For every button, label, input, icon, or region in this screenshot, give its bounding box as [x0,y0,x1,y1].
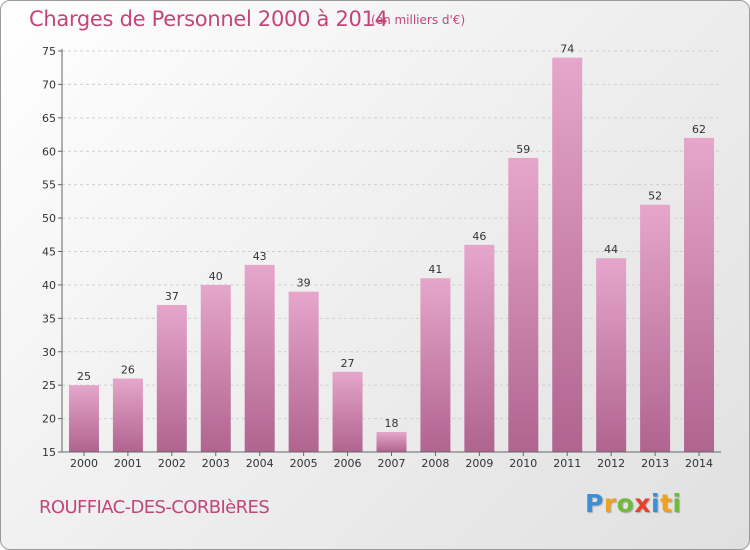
bar [596,258,627,452]
x-tick-label: 2013 [641,457,669,470]
bar [640,204,671,452]
bar-value-label: 59 [516,143,530,156]
bar [684,137,715,452]
bar-value-label: 62 [692,123,706,136]
bar [508,157,539,452]
bar-value-label: 26 [121,363,135,376]
bar [112,378,143,452]
bar-value-label: 37 [165,290,179,303]
logo-letter: i [672,489,682,518]
bar-value-label: 40 [209,270,223,283]
bar [376,431,407,452]
x-tick-label: 2012 [597,457,625,470]
bar-value-label: 46 [472,230,486,243]
bar-value-label: 41 [428,263,442,276]
y-tick-label: 25 [42,379,56,392]
bar [200,284,231,452]
logo-letter: P [585,489,604,518]
x-tick-label: 2002 [158,457,186,470]
proxiti-logo: Proxiti [585,489,682,518]
x-tick-label: 2011 [553,457,581,470]
logo-letter: i [651,489,661,518]
bar [68,385,99,452]
bar [420,278,451,452]
y-tick-label: 15 [42,446,56,459]
x-tick-label: 2005 [290,457,318,470]
y-tick-label: 45 [42,246,56,259]
y-tick-label: 60 [42,145,56,158]
bar-value-label: 18 [385,417,399,430]
logo-letter: t [660,489,673,518]
logo-letter: o [616,489,635,518]
bar-value-label: 52 [648,190,662,203]
bar-value-label: 43 [253,250,267,263]
bar-value-label: 25 [77,370,91,383]
x-tick-label: 2000 [70,457,98,470]
y-tick-label: 55 [42,179,56,192]
x-tick-label: 2010 [509,457,537,470]
x-tick-label: 2001 [114,457,142,470]
bar-value-label: 44 [604,243,618,256]
x-tick-label: 2003 [202,457,230,470]
bar [244,264,275,452]
commune-name: ROUFFIAC-DES-CORBIèRES [39,497,270,518]
x-tick-label: 2014 [685,457,713,470]
bar-value-label: 74 [560,43,574,56]
x-tick-label: 2004 [246,457,274,470]
bar-value-label: 27 [341,357,355,370]
y-tick-label: 50 [42,212,56,225]
axes: 15 20 25 30 35 40 45 50 55 60 65 70 75 2000 2001 2002 20… [42,45,721,470]
logo-letter: x [634,489,651,518]
chart-title: Charges de Personnel 2000 à 2014 [29,7,388,31]
y-tick-label: 30 [42,346,56,359]
logo-letter: r [603,489,617,518]
x-tick-label: 2008 [421,457,449,470]
y-tick-label: 40 [42,279,56,292]
x-tick-label: 2006 [334,457,362,470]
bar [156,304,187,452]
bar-value-label: 39 [297,277,311,290]
bar [288,291,319,452]
y-tick-label: 75 [42,45,56,58]
x-tick-label: 2009 [465,457,493,470]
y-tick-label: 65 [42,112,56,125]
bar [464,244,495,452]
bars: 25 26 37 40 43 39 27 18 41 46 59 74 44 52 62 [68,43,715,452]
y-tick-label: 20 [42,413,56,426]
unit-note: (en milliers d'€) [371,13,466,27]
y-tick-label: 35 [42,312,56,325]
y-tick-label: 70 [42,78,56,91]
bar [332,371,363,452]
bar [552,57,583,452]
x-tick-label: 2007 [378,457,406,470]
